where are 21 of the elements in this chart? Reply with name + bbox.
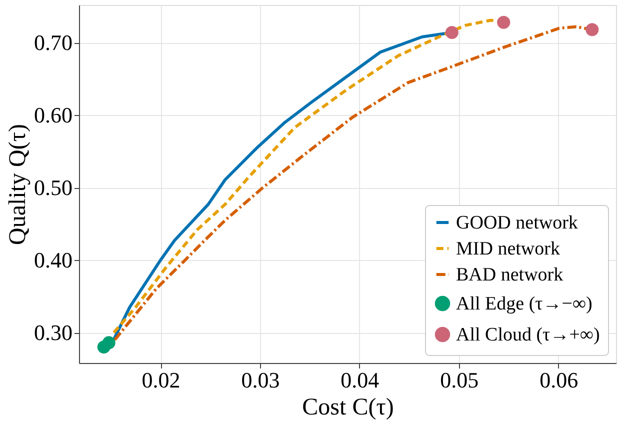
legend-label: MID network	[456, 238, 560, 260]
y-tick-label: 0.40	[34, 248, 72, 273]
x-tick-label: 0.02	[142, 368, 180, 392]
legend-label: All Cloud (τ→+∞)	[456, 324, 600, 346]
point	[497, 16, 510, 29]
legend-label: All Edge (τ→−∞)	[456, 294, 592, 314]
legend-label: GOOD network	[456, 212, 578, 234]
y-tick-label: 0.70	[34, 30, 72, 56]
y-tick-label: 0.30	[34, 320, 72, 346]
point	[445, 26, 458, 40]
x-axis-title: Cost C(τ)	[302, 394, 394, 420]
y-tick-label: 0.50	[34, 175, 72, 200]
x-tick-label: 0.03	[241, 368, 280, 392]
x-tick-label: 0.05	[440, 368, 479, 392]
x-tick-label: 0.06	[540, 368, 578, 392]
point	[102, 336, 116, 350]
y-axis-title: Quality Q(τ)	[5, 124, 31, 245]
point	[586, 23, 599, 36]
legend-label: BAD network	[456, 264, 564, 286]
y-tick-label: 0.60	[34, 102, 72, 128]
x-tick-label: 0.04	[340, 368, 380, 392]
